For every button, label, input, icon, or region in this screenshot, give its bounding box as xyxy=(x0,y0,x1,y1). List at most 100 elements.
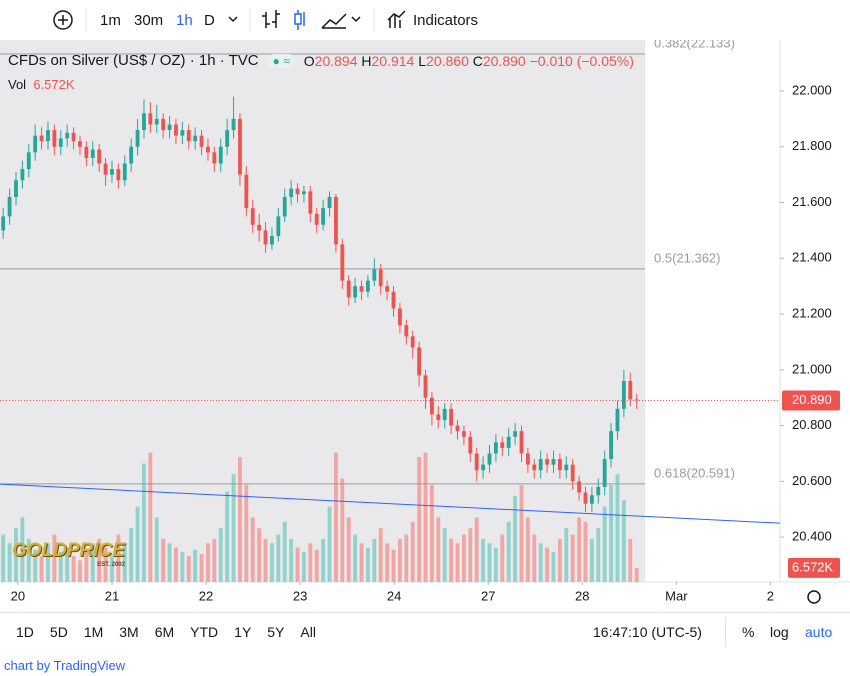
price-badge xyxy=(782,390,840,411)
candle-body xyxy=(58,138,63,147)
volume-bar xyxy=(621,500,626,582)
volume-bar xyxy=(295,547,300,582)
auto-toggle[interactable]: auto xyxy=(805,624,833,640)
candle-body xyxy=(238,118,242,175)
range-button[interactable]: 3M xyxy=(119,624,139,640)
range-button[interactable]: 6M xyxy=(154,624,175,640)
candle-body xyxy=(314,213,319,225)
candle-body xyxy=(7,196,12,217)
volume-bar xyxy=(142,463,146,582)
volume-badge xyxy=(788,557,840,578)
volume-bar xyxy=(110,556,114,582)
candle-body xyxy=(263,230,268,245)
volume-bar xyxy=(385,543,390,582)
volume-bar xyxy=(436,517,441,582)
interval[interactable]: D xyxy=(204,12,215,29)
candle-body xyxy=(174,124,178,136)
x-tick-label: 2 xyxy=(767,588,774,603)
log-toggle[interactable]: log xyxy=(770,624,789,640)
volume-bar xyxy=(583,521,588,582)
candle-body xyxy=(295,188,300,195)
range-button[interactable]: YTD xyxy=(190,624,219,640)
candle-body xyxy=(334,196,338,245)
candle-body xyxy=(231,118,236,131)
candle-body xyxy=(429,397,434,415)
bars-style[interactable] xyxy=(262,10,280,28)
range-button[interactable]: 5D xyxy=(49,624,68,640)
candle-body xyxy=(417,347,422,376)
volume-bar xyxy=(174,547,178,582)
range-button[interactable]: 1Y xyxy=(234,624,252,640)
candle-body xyxy=(487,453,492,465)
style-menu[interactable] xyxy=(351,16,361,23)
candle-body xyxy=(506,436,511,448)
interval-menu[interactable] xyxy=(228,16,238,23)
add-symbol[interactable] xyxy=(53,10,73,30)
volume-bar xyxy=(289,538,294,582)
toolbar-icons xyxy=(53,8,406,32)
settings-icon[interactable] xyxy=(807,590,821,604)
ohlc-value: 20.914 xyxy=(371,52,415,69)
y-tick-label: 20.600 xyxy=(792,473,832,488)
volume-bar xyxy=(71,556,76,582)
volume-bar xyxy=(519,485,524,582)
area-style[interactable] xyxy=(321,13,347,29)
x-tick-label: 20 xyxy=(11,588,25,603)
y-tick-label: 21.000 xyxy=(792,361,832,376)
percent-toggle[interactable]: % xyxy=(742,624,755,640)
logo-est: EST. 2002 xyxy=(97,562,125,568)
volume-bar xyxy=(39,556,44,582)
volume-bar xyxy=(532,534,537,582)
candle-body xyxy=(142,113,146,131)
candle-body xyxy=(257,224,262,231)
candle-body xyxy=(353,286,358,298)
fib-label: 0.618(20.591) xyxy=(654,465,735,480)
volume-bar xyxy=(282,521,287,582)
interval[interactable]: 1m xyxy=(100,12,121,29)
x-tick-label: 27 xyxy=(481,588,495,603)
candle-body xyxy=(84,146,89,158)
candle-body xyxy=(71,132,76,142)
candle-body xyxy=(391,291,396,309)
candle-body xyxy=(513,431,518,437)
candle-body xyxy=(26,152,31,170)
volume-bar xyxy=(500,534,505,582)
volume-value: 6.572K xyxy=(33,77,75,92)
candle-body xyxy=(596,486,601,496)
volume-key: Vol xyxy=(8,77,27,92)
candle-body xyxy=(97,149,102,164)
range-button[interactable]: 1M xyxy=(83,624,104,640)
volume-bar xyxy=(538,543,543,582)
volume-bar xyxy=(65,547,70,582)
volume-bar xyxy=(52,534,57,582)
volume-bar xyxy=(423,452,428,582)
candle-body xyxy=(78,141,82,147)
volume-bar xyxy=(218,528,223,582)
clock: 16:47:10 (UTC-5) xyxy=(593,624,702,640)
x-tick-label: 22 xyxy=(199,588,213,603)
range-button[interactable]: 5Y xyxy=(267,624,285,640)
range-button[interactable]: All xyxy=(300,624,316,640)
candle-body xyxy=(634,399,639,401)
volume-bar xyxy=(628,538,633,582)
candle-body xyxy=(122,163,127,181)
volume-bar xyxy=(180,551,185,582)
candle-body xyxy=(615,408,620,432)
candle-body xyxy=(404,325,409,337)
footer[interactable]: chart by TradingView xyxy=(4,658,126,673)
interval[interactable]: 30m xyxy=(134,12,164,29)
candle-body xyxy=(1,216,6,231)
y-tick-label: 20.800 xyxy=(792,417,832,432)
range-button[interactable]: 1D xyxy=(16,624,34,640)
ranges: 1D 5D 1M 3M 6M YTD 1Y 5Y All xyxy=(16,624,316,640)
candle-body xyxy=(46,130,50,142)
volume-bar xyxy=(257,528,262,582)
indicators-button[interactable]: Indicators xyxy=(413,12,479,29)
candle-body xyxy=(33,135,38,153)
volume-bar xyxy=(602,506,607,582)
interval-active[interactable]: 1h xyxy=(176,12,193,29)
volume-bar xyxy=(468,528,473,582)
candle-body xyxy=(199,135,204,147)
